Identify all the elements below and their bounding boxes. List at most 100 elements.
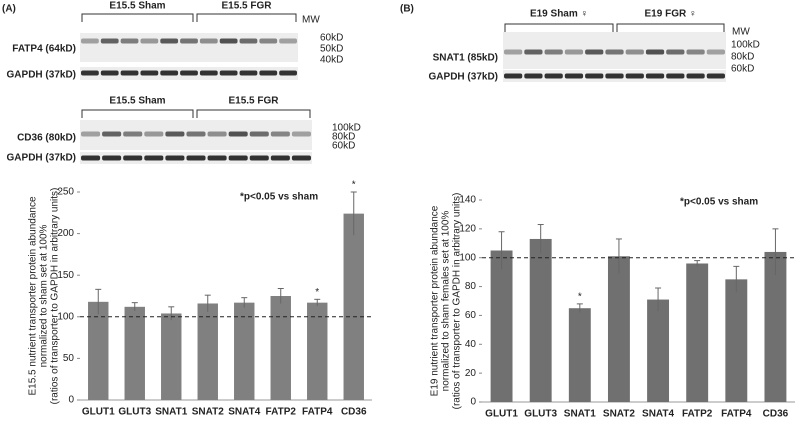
mw-label: 80kD	[731, 52, 754, 63]
blot-band	[270, 131, 290, 137]
blot-band	[259, 70, 278, 76]
panel-label: (A)	[2, 4, 16, 15]
blot-band	[81, 38, 99, 44]
blot-band	[144, 155, 164, 161]
blot-band	[207, 131, 227, 137]
mw-label: 60kD	[332, 141, 355, 152]
bracket	[81, 13, 194, 22]
blot-band	[140, 38, 159, 44]
x-tick-label: SNAT4	[642, 409, 674, 420]
blot-band	[81, 70, 99, 76]
y-axis-title-line: E15.5 nutrient transporter protein abund…	[28, 196, 39, 395]
bar	[725, 279, 748, 402]
blot-band	[259, 38, 278, 44]
bar	[568, 308, 591, 402]
mw-label: 100kD	[731, 40, 760, 51]
y-tick-label: 150	[57, 270, 74, 281]
blot-band	[228, 131, 248, 137]
row-label: FATP4 (64kD)	[12, 44, 76, 55]
bracket	[616, 23, 725, 32]
y-tick-label: 100	[459, 252, 476, 263]
blot-band	[123, 131, 143, 137]
blot-band	[625, 73, 644, 79]
blot-band	[100, 70, 119, 76]
y-tick-label: 120	[459, 223, 476, 234]
blot-band	[625, 49, 644, 55]
bar	[647, 299, 670, 402]
y-axis-title-line: (ratios of transporter to GAPDH in arbit…	[50, 188, 61, 405]
note: *p<0.05 vs sham	[680, 197, 758, 208]
bar	[124, 306, 145, 400]
mw-title: MW	[302, 15, 320, 26]
blot-band	[219, 38, 238, 44]
y-tick-label: 140	[459, 195, 476, 206]
blot-band	[279, 38, 297, 44]
blot-band	[120, 38, 139, 44]
blot-band	[144, 131, 164, 137]
x-tick-label: GLUT3	[118, 407, 151, 418]
bar	[307, 302, 328, 400]
blot-band	[605, 49, 624, 55]
y-axis-title-line: (ratios of transporter to GAPDH in arbit…	[452, 193, 463, 410]
y-tick-label: 100	[57, 311, 74, 322]
bar	[270, 296, 291, 400]
x-tick-label: FATP2	[266, 407, 297, 418]
blot-band	[645, 49, 665, 55]
x-tick-label: SNAT2	[192, 407, 224, 418]
y-tick-label: 200	[57, 228, 74, 239]
blot-band	[504, 73, 523, 79]
blot-band	[585, 73, 604, 79]
bar	[490, 250, 513, 402]
blot-band	[140, 70, 159, 76]
blot-band	[81, 155, 101, 161]
blot-band	[186, 131, 206, 137]
significance-marker: *	[578, 292, 582, 303]
x-tick-label: GLUT1	[82, 407, 115, 418]
y-axis-title-line: normalized to sham set at 100%	[39, 224, 50, 367]
blot-band	[228, 155, 248, 161]
blot-band	[645, 73, 665, 79]
blot-band	[706, 49, 725, 55]
blot-band	[291, 155, 311, 161]
y-tick-label: 20	[465, 368, 477, 379]
bar	[161, 313, 182, 400]
blot-band	[219, 70, 238, 76]
x-tick-label: FATP2	[682, 409, 713, 420]
blot-band	[585, 49, 604, 55]
blot-band	[544, 49, 563, 55]
blot-band	[239, 38, 258, 44]
row-label: GAPDH (37kD)	[7, 70, 76, 81]
blot-band	[180, 70, 198, 76]
group-label: E15.5 Sham	[109, 1, 165, 12]
blot-band	[120, 70, 139, 76]
y-tick-label: 40	[465, 339, 477, 350]
mw-label: 80kD	[332, 132, 355, 143]
blot-band	[270, 155, 290, 161]
y-axis-title-line: E19 nutrient transporter protein abundan…	[430, 205, 441, 396]
bracket	[504, 23, 614, 32]
blot-band	[524, 73, 543, 79]
blot-band	[123, 155, 143, 161]
blot-band	[102, 155, 122, 161]
x-tick-label: SNAT2	[603, 409, 635, 420]
x-tick-label: GLUT3	[524, 409, 557, 420]
blot-band	[249, 131, 269, 137]
y-axis-title: E15.5 nutrient transporter protein abund…	[28, 188, 61, 405]
blot-band	[186, 155, 206, 161]
x-tick-label: CD36	[763, 409, 789, 420]
x-tick-label: SNAT4	[228, 407, 260, 418]
blot-band	[160, 38, 179, 44]
blot-band	[291, 131, 311, 137]
y-tick-label: 50	[63, 353, 75, 364]
bar	[88, 301, 109, 400]
blot-band	[686, 73, 705, 79]
x-tick-label: GLUT1	[485, 409, 518, 420]
y-tick-label: 0	[68, 395, 74, 406]
x-tick-label: SNAT1	[155, 407, 187, 418]
blot-band	[686, 49, 705, 55]
x-tick-label: SNAT1	[564, 409, 596, 420]
row-label: CD36 (80kD)	[17, 133, 76, 144]
bracket	[196, 109, 311, 118]
significance-marker: *	[315, 287, 319, 298]
row-label: GAPDH (37kD)	[7, 153, 76, 164]
